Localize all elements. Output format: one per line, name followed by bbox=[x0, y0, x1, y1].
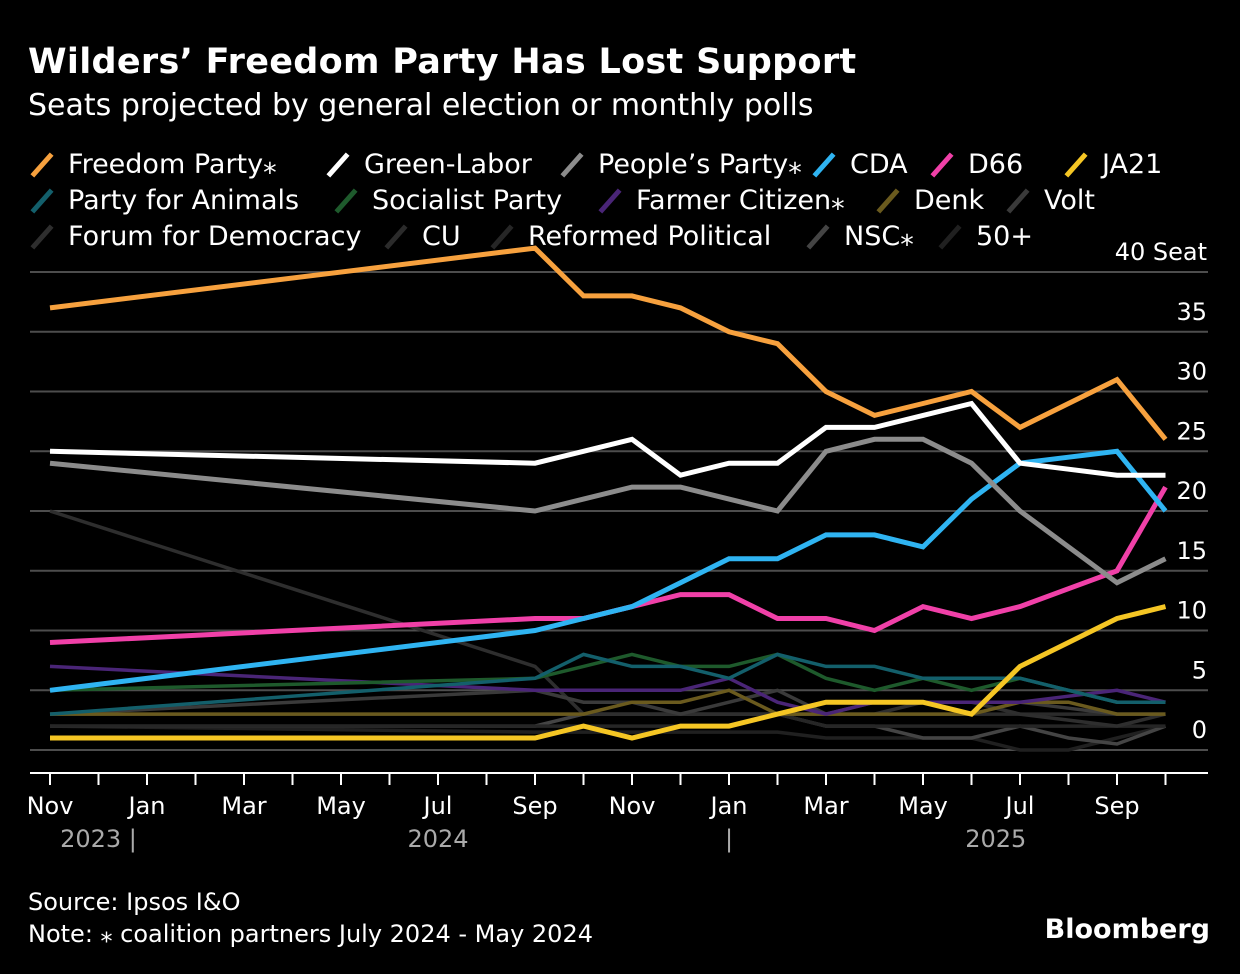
legend-item-d66: D66 bbox=[930, 146, 1023, 182]
legend-label: JA21 bbox=[1102, 148, 1163, 180]
legend-swatch-icon bbox=[938, 218, 962, 254]
y-tick-label: 20 bbox=[1176, 477, 1207, 505]
x-year-label: 2023 | bbox=[60, 825, 137, 853]
legend-label: Forum for Democracy bbox=[68, 220, 362, 252]
legend-swatch-icon bbox=[806, 218, 830, 254]
legend-swatch-icon bbox=[30, 146, 54, 182]
source-note: Source: Ipsos I&O bbox=[28, 888, 241, 916]
x-tick-label: May bbox=[898, 792, 948, 820]
legend-swatch-icon bbox=[812, 146, 836, 182]
legend-item-nsc: NSC⁎ bbox=[806, 218, 914, 254]
y-tick-label: 35 bbox=[1176, 298, 1207, 326]
legend-swatch-icon bbox=[1006, 182, 1030, 218]
series-line-reformed-political bbox=[50, 712, 1166, 728]
series-cda bbox=[49, 448, 1168, 693]
legend-item-reformed-political: Reformed Political bbox=[490, 218, 771, 254]
series-forum-for-democracy bbox=[49, 509, 1166, 728]
series-line-freedom-party bbox=[49, 245, 1168, 441]
legend-label: Volt bbox=[1044, 184, 1095, 216]
x-tick-label: Mar bbox=[803, 792, 848, 820]
legend-label: 50+ bbox=[976, 220, 1033, 252]
y-tick-label: 25 bbox=[1176, 417, 1207, 445]
x-tick-label: Mar bbox=[221, 792, 266, 820]
y-tick-label: 5 bbox=[1192, 656, 1207, 684]
y-tick-label: 10 bbox=[1176, 597, 1207, 625]
legend-swatch-icon bbox=[334, 182, 358, 218]
series-party-for-animals bbox=[49, 652, 1166, 716]
y-tick-label: 0 bbox=[1192, 716, 1207, 744]
legend-item-party-for-animals: Party for Animals bbox=[30, 182, 299, 218]
legend-item-cda: CDA bbox=[812, 146, 908, 182]
x-year-label: 2025 bbox=[965, 825, 1026, 853]
legend-item-ja21: JA21 bbox=[1064, 146, 1162, 182]
series-ja21 bbox=[50, 604, 1167, 741]
legend-item-volt: Volt bbox=[1006, 182, 1095, 218]
legend-label: People’s Party⁎ bbox=[598, 148, 802, 180]
chart-title: Wilders’ Freedom Party Has Lost Support bbox=[28, 42, 857, 82]
legend-item-green-labor: Green-Labor bbox=[326, 146, 532, 182]
legend-item-forum-for-democracy: Forum for Democracy bbox=[30, 218, 361, 254]
y-tick-label: 40 Seat bbox=[1115, 238, 1207, 266]
legend-label: CDA bbox=[850, 148, 908, 180]
legend-item-denk: Denk bbox=[876, 182, 984, 218]
legend-label: Freedom Party⁎ bbox=[68, 148, 277, 180]
legend-swatch-icon bbox=[1064, 146, 1088, 182]
series-green-labor bbox=[49, 400, 1166, 478]
legend: Freedom Party⁎ Green-Labor People’s Party⁎… bbox=[30, 146, 1230, 254]
chart-subtitle: Seats projected by general election or m… bbox=[28, 88, 814, 123]
legend-swatch-icon bbox=[876, 182, 900, 218]
legend-label: Party for Animals bbox=[68, 184, 300, 216]
legend-swatch-icon bbox=[384, 218, 408, 254]
x-tick-label: Jul bbox=[1004, 792, 1035, 820]
legend-label: Green-Labor bbox=[364, 148, 532, 180]
series-freedom-party bbox=[49, 245, 1168, 441]
x-year-label: 2024 bbox=[407, 825, 468, 853]
legend-label: NSC⁎ bbox=[844, 220, 914, 252]
series-line-party-for-animals bbox=[49, 652, 1166, 716]
x-tick-label: Nov bbox=[609, 792, 656, 820]
legend-item-socialist-party: Socialist Party bbox=[334, 182, 562, 218]
x-tick-label: Jan bbox=[127, 792, 166, 820]
legend-label: Socialist Party bbox=[372, 184, 563, 216]
legend-label: Reformed Political bbox=[528, 220, 772, 252]
legend-item-people-s-party: People’s Party⁎ bbox=[560, 146, 802, 182]
series-line-green-labor bbox=[49, 400, 1166, 478]
x-tick-label: May bbox=[316, 792, 366, 820]
legend-swatch-icon bbox=[490, 218, 514, 254]
legend-label: CU bbox=[422, 220, 461, 252]
legend-label: Farmer Citizen⁎ bbox=[636, 184, 845, 216]
legend-swatch-icon bbox=[598, 182, 622, 218]
series-farmer-citizen bbox=[49, 664, 1166, 716]
series-line-farmer-citizen bbox=[49, 664, 1166, 716]
legend-swatch-icon bbox=[326, 146, 350, 182]
legend-swatch-icon bbox=[560, 146, 584, 182]
y-tick-label: 30 bbox=[1176, 358, 1207, 386]
x-tick-label: Jul bbox=[422, 792, 453, 820]
series-line-ja21 bbox=[50, 604, 1167, 741]
series-line-forum-for-democracy bbox=[49, 509, 1166, 728]
legend-swatch-icon bbox=[30, 218, 54, 254]
series-line-people-s-party bbox=[49, 436, 1167, 586]
legend-item-cu: CU bbox=[384, 218, 461, 254]
x-tick-label: Sep bbox=[512, 792, 557, 820]
legend-item-freedom-party: Freedom Party⁎ bbox=[30, 146, 277, 182]
legend-swatch-icon bbox=[30, 182, 54, 218]
series-reformed-political bbox=[50, 712, 1166, 728]
x-tick-label: Nov bbox=[27, 792, 74, 820]
legend-label: Denk bbox=[914, 184, 985, 216]
legend-item-50: 50+ bbox=[938, 218, 1033, 254]
x-year-label: | bbox=[725, 825, 733, 853]
series-line-cda bbox=[49, 448, 1168, 693]
legend-label: D66 bbox=[968, 148, 1024, 180]
legend-item-farmer-citizen: Farmer Citizen⁎ bbox=[598, 182, 845, 218]
bloomberg-logo: Bloomberg bbox=[1044, 914, 1210, 945]
x-tick-label: Sep bbox=[1094, 792, 1139, 820]
series-people-s-party bbox=[49, 436, 1167, 586]
y-tick-label: 15 bbox=[1176, 537, 1207, 565]
x-tick-label: Jan bbox=[709, 792, 748, 820]
coalition-note: Note: ⁎ coalition partners July 2024 - M… bbox=[28, 920, 593, 948]
legend-swatch-icon bbox=[930, 146, 954, 182]
